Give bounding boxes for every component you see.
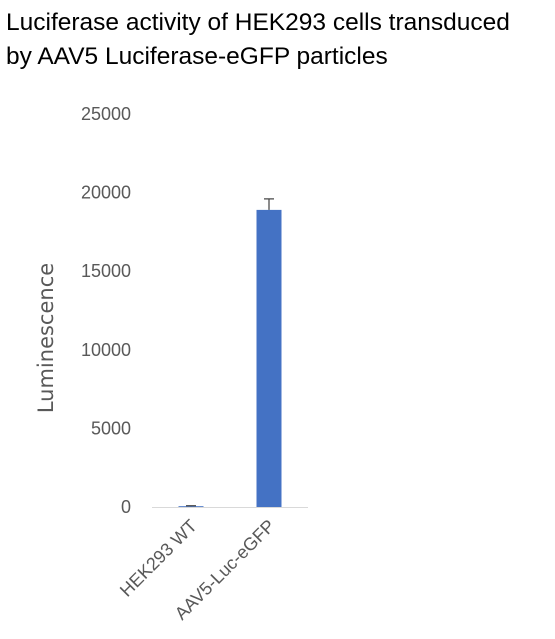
bars — [178, 209, 282, 507]
y-tick-label: 20000 — [81, 183, 131, 203]
chart-title-line-1: Luciferase activity of HEK293 cells tran… — [6, 9, 510, 36]
y-tick-label: 25000 — [81, 104, 131, 124]
y-axis-ticks: 0 5000 10000 15000 20000 25000 — [81, 104, 131, 517]
y-axis-label: Luminescence — [34, 263, 58, 413]
error-bars — [186, 198, 274, 507]
x-tick-label: HEK293 WT — [116, 516, 201, 601]
chart-title: Luciferase activity of HEK293 cells tran… — [6, 6, 554, 74]
error-bar — [264, 198, 274, 210]
y-tick-label: 5000 — [91, 418, 131, 438]
y-tick-label: 15000 — [81, 261, 131, 281]
y-tick-label: 10000 — [81, 340, 131, 360]
y-tick-label: 0 — [121, 497, 131, 517]
bar — [256, 209, 282, 507]
bar — [178, 506, 204, 507]
chart-title-line-2: by AAV5 Luciferase-eGFP particles — [6, 43, 388, 70]
